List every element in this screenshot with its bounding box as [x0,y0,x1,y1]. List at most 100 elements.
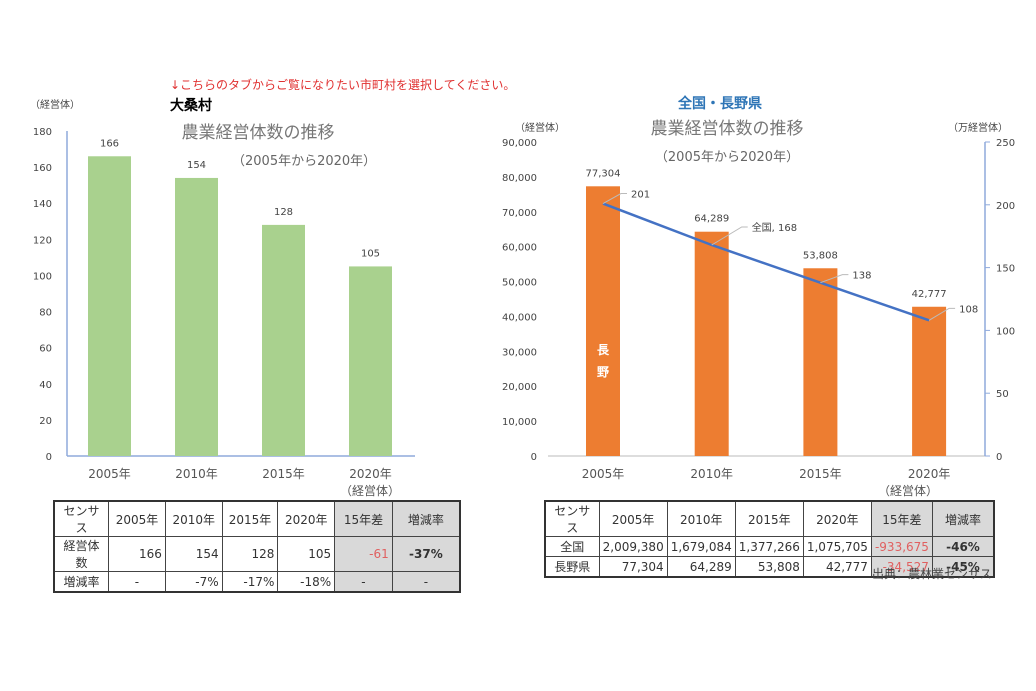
y-tick-label: 160 [33,163,52,174]
y2-axis-label: （万経営体） [948,121,1008,134]
data-label: 166 [100,138,119,149]
data-label: 128 [274,207,293,218]
bar [586,186,620,457]
table-cell: -18% [277,571,336,593]
table-cell: 経営体数 [53,536,110,572]
table-header: センサス 2005年 2010年 2015年 2020年 15年差 増減率 [53,500,461,537]
y-tick-label: 80 [39,308,52,319]
y-tick-label: 40 [39,380,52,391]
x-tick-label: 2020年 [908,467,951,481]
header-cell: 増減率 [391,500,461,537]
y-tick-label: 100 [33,271,52,282]
y-tick-label: 90,000 [502,138,537,149]
y-tick-label: 0 [46,452,52,463]
y-tick-label: 60 [39,344,52,355]
y2-tick-label: 0 [996,452,1002,463]
table-cell: - [391,571,461,593]
data-label: 42,777 [912,289,947,300]
national-pref-table: センサス 2005年 2010年 2015年 2020年 15年差 増減率 全国 2,009,3… [544,500,995,578]
y2-tick-label: 50 [996,389,1009,400]
x-tick-label: 2005年 [88,467,131,481]
line-data-label: 138 [852,271,871,282]
x-tick-label: 2010年 [690,467,733,481]
y-axis-label: （経営体） [515,121,565,134]
chart-subtitle: （2005年から2020年） [655,150,799,165]
source-note: 出典：農林業センサス [872,567,992,581]
data-label: 64,289 [694,214,729,225]
table-cell: -45% [931,556,995,578]
y2-tick-label: 200 [996,201,1015,212]
table-cell: 増減率 [53,571,110,593]
table-cell: -7% [164,571,223,593]
bar [694,231,729,456]
y-tick-label: 140 [33,199,52,210]
leader-line [602,193,627,204]
table-cell: 42,777 [802,556,872,578]
y-tick-label: 40,000 [502,312,537,323]
y-tick-label: 70,000 [502,208,537,219]
table-row: 全国 2,009,380 1,679,084 1,377,266 1,075,705 -9… [544,536,995,557]
y2-tick-label: 250 [996,138,1015,149]
series-label-nagano: 野 [597,365,609,379]
y-tick-label: 0 [531,452,537,463]
y-axis-label: （経営体） [30,98,80,111]
y-tick-label: 20 [39,416,52,427]
table-cell: 2,009,380 [598,536,668,557]
y-tick-label: 50,000 [502,278,537,289]
table-cell: 77,304 [598,556,668,578]
y-tick-label: 20,000 [502,382,537,393]
national-line [602,202,930,322]
y-tick-label: 30,000 [502,347,537,358]
table-cell: 1,679,084 [666,536,736,557]
table-row: 増減率 - -7% -17% -18% - - [53,571,461,593]
table-cell: 53,808 [734,556,804,578]
x-tick-label: 2020年 [349,467,392,481]
x-unit-label: （経営体） [340,484,400,498]
chart-heading: 大桑村 [170,97,212,114]
table-cell: 105 [277,536,336,572]
table-cell: 1,075,705 [802,536,872,557]
header-cell: 15年差 [334,500,393,537]
table-cell: 154 [164,536,223,572]
header-cell: 2015年 [734,500,804,537]
table-header: センサス 2005年 2010年 2015年 2020年 15年差 増減率 [544,500,995,537]
table-cell: 1,377,266 [734,536,804,557]
leader-line [820,274,849,284]
leader-line [711,226,748,246]
y-tick-label: 60,000 [502,243,537,254]
table-cell: -17% [221,571,279,593]
header-cell: 2020年 [802,500,872,537]
chart-subtitle: （2005年から2020年） [232,154,376,169]
header-cell: センサス [53,500,110,537]
data-label: 105 [361,248,380,259]
bar [349,266,392,456]
line-data-label: 108 [959,304,978,315]
data-label: 154 [187,160,206,171]
y-tick-label: 120 [33,235,52,246]
notice-text: ↓こちらのタブからご覧になりたい市町村を選択してください。 [170,78,516,92]
x-tick-label: 2010年 [175,467,218,481]
table-cell: 166 [108,536,166,572]
x-tick-label: 2005年 [582,467,625,481]
table-row: 長野県 77,304 64,289 53,808 42,777 -34,527 -45% [544,556,995,578]
x-unit-label: （経営体） [878,484,938,498]
bar [262,224,305,456]
header-cell: 2010年 [164,500,223,537]
table-cell: -61 [334,536,393,572]
table-cell: 128 [221,536,279,572]
bar [803,268,838,456]
header-cell: 2005年 [108,500,166,537]
table-cell: 全国 [544,536,600,557]
table-row: 経営体数 166 154 128 105 -61 -37% [53,536,461,572]
series-label-nagano: 長 [597,342,610,357]
x-tick-label: 2015年 [262,467,305,481]
table-cell: 長野県 [544,556,600,578]
y-tick-label: 80,000 [502,173,537,184]
leader-line [928,307,956,321]
table-cell: -933,675 [870,536,933,557]
header-cell: 2010年 [666,500,736,537]
table-cell: -37% [391,536,461,572]
village-table: センサス 2005年 2010年 2015年 2020年 15年差 増減率 経営体数 166 15… [53,500,461,593]
line-data-label: 全国, 168 [752,221,797,234]
